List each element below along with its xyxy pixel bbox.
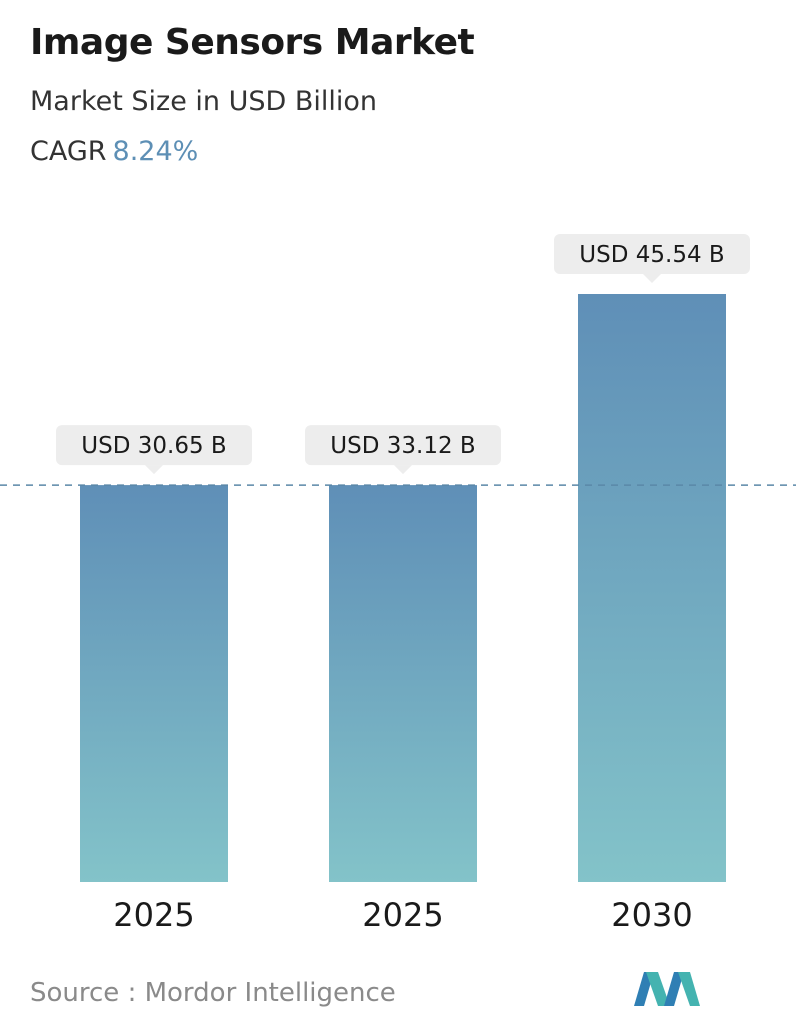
svg-text:USD 30.65 B: USD 30.65 B <box>81 433 226 459</box>
svg-text:USD 45.54 B: USD 45.54 B <box>579 242 724 268</box>
cagr-row: CAGR 8.24% <box>30 136 198 167</box>
x-axis-ticks: 2025 2025 2030 <box>113 896 692 934</box>
cagr-value: 8.24% <box>112 136 199 167</box>
bars-layer <box>80 294 726 882</box>
bar-2025-1 <box>329 485 477 882</box>
source-note: Source : Mordor Intelligence <box>30 978 396 1008</box>
svg-text:USD 33.12 B: USD 33.12 B <box>330 433 475 459</box>
bar-2030-2 <box>578 294 726 882</box>
data-label-1: USD 33.12 B <box>305 425 501 475</box>
x-tick-label-2: 2030 <box>611 896 692 934</box>
mordor-intelligence-logo <box>634 972 700 1006</box>
bar-2025-0 <box>80 485 228 882</box>
chart-title: Image Sensors Market <box>30 22 475 63</box>
x-tick-label-1: 2025 <box>362 896 443 934</box>
chart-subtitle: Market Size in USD Billion <box>30 86 378 117</box>
cagr-label: CAGR <box>30 136 107 167</box>
data-label-2: USD 45.54 B <box>554 234 750 283</box>
data-label-0: USD 30.65 B <box>56 425 252 475</box>
x-tick-label-0: 2025 <box>113 896 194 934</box>
labels-layer: USD 30.65 B USD 33.12 B USD 45.54 B <box>56 234 750 475</box>
